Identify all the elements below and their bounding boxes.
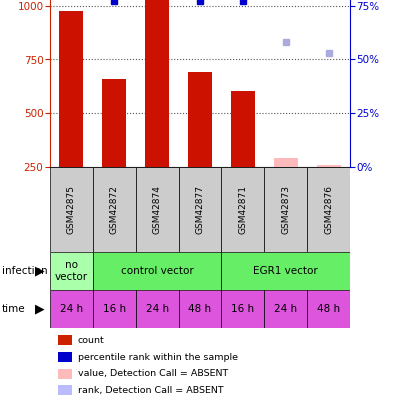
Bar bbox=[136, 290, 179, 328]
Text: ▶: ▶ bbox=[35, 264, 45, 277]
Text: 24 h: 24 h bbox=[274, 304, 297, 314]
Bar bbox=[188, 72, 212, 167]
Bar bbox=[179, 290, 221, 328]
Text: ▶: ▶ bbox=[35, 303, 45, 315]
Bar bbox=[145, 0, 169, 167]
Bar bbox=[59, 11, 83, 167]
Text: percentile rank within the sample: percentile rank within the sample bbox=[78, 352, 238, 362]
Text: GSM42872: GSM42872 bbox=[109, 185, 119, 234]
Text: time: time bbox=[2, 304, 25, 314]
Bar bbox=[50, 290, 93, 328]
Bar bbox=[221, 252, 350, 290]
Bar bbox=[231, 91, 255, 167]
Text: no
vector: no vector bbox=[55, 260, 88, 282]
Bar bbox=[221, 290, 264, 328]
Text: GSM42876: GSM42876 bbox=[324, 185, 333, 234]
Text: GSM42875: GSM42875 bbox=[67, 185, 76, 234]
Bar bbox=[102, 79, 126, 167]
Text: count: count bbox=[78, 336, 104, 345]
Bar bbox=[264, 167, 307, 252]
Text: 16 h: 16 h bbox=[103, 304, 126, 314]
Bar bbox=[307, 290, 350, 328]
Bar bbox=[179, 167, 221, 252]
Text: GSM42874: GSM42874 bbox=[152, 185, 162, 234]
Text: 24 h: 24 h bbox=[146, 304, 169, 314]
Bar bbox=[274, 158, 298, 167]
Text: EGR1 vector: EGR1 vector bbox=[254, 266, 318, 276]
Bar bbox=[50, 167, 93, 252]
Text: value, Detection Call = ABSENT: value, Detection Call = ABSENT bbox=[78, 369, 228, 378]
Bar bbox=[50, 252, 93, 290]
Bar bbox=[93, 167, 136, 252]
Text: GSM42877: GSM42877 bbox=[195, 185, 205, 234]
Text: 24 h: 24 h bbox=[60, 304, 83, 314]
Bar bbox=[93, 290, 136, 328]
Bar bbox=[317, 165, 341, 167]
Text: 48 h: 48 h bbox=[317, 304, 340, 314]
Bar bbox=[93, 252, 221, 290]
Text: 48 h: 48 h bbox=[188, 304, 212, 314]
Text: GSM42871: GSM42871 bbox=[238, 185, 248, 234]
Bar bbox=[221, 167, 264, 252]
Bar bbox=[307, 167, 350, 252]
Bar bbox=[136, 167, 179, 252]
Text: rank, Detection Call = ABSENT: rank, Detection Call = ABSENT bbox=[78, 386, 223, 395]
Text: 16 h: 16 h bbox=[231, 304, 254, 314]
Text: infection: infection bbox=[2, 266, 48, 276]
Bar bbox=[264, 290, 307, 328]
Text: GSM42873: GSM42873 bbox=[281, 185, 291, 234]
Text: control vector: control vector bbox=[121, 266, 193, 276]
